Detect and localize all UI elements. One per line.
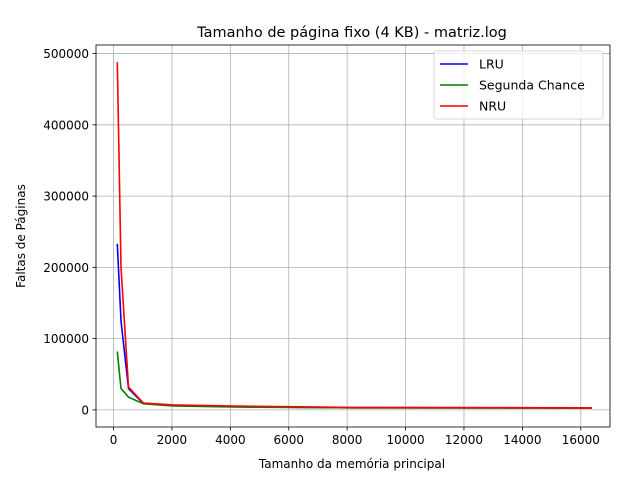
legend-label: Segunda Chance xyxy=(479,78,585,93)
x-tick-label: 2000 xyxy=(157,433,188,447)
y-tick-label: 300000 xyxy=(43,190,89,204)
legend-label: NRU xyxy=(479,99,506,114)
x-tick-label: 6000 xyxy=(273,433,304,447)
x-axis-label: Tamanho da memória principal xyxy=(258,457,445,471)
y-tick-label: 0 xyxy=(81,403,89,417)
chart-title: Tamanho de página fixo (4 KB) - matriz.l… xyxy=(196,25,507,41)
legend: LRU Segunda Chance NRU xyxy=(433,50,604,120)
y-tick-label: 400000 xyxy=(43,118,89,132)
x-tick-label: 12000 xyxy=(445,433,483,447)
plot-area-frame xyxy=(95,44,611,428)
y-tick-label: 500000 xyxy=(43,47,89,61)
series-line-nru xyxy=(116,62,593,409)
y-tick-label: 100000 xyxy=(43,332,89,346)
y-tick-label: 200000 xyxy=(43,261,89,275)
y-axis-label: Faltas de Páginas xyxy=(14,184,28,288)
data-series xyxy=(116,62,593,409)
x-tick-label: 4000 xyxy=(215,433,246,447)
x-tick-label: 16000 xyxy=(562,433,600,447)
legend-box xyxy=(433,50,604,120)
x-tick-label: 8000 xyxy=(332,433,363,447)
y-axis-ticks: 0 100000 200000 300000 400000 500000 xyxy=(43,47,96,417)
x-tick-label: 10000 xyxy=(386,433,424,447)
legend-label: LRU xyxy=(479,57,504,72)
x-axis-ticks: 0 2000 4000 6000 8000 10000 12000 14000 16000 xyxy=(110,427,600,447)
x-tick-label: 14000 xyxy=(503,433,541,447)
x-tick-label: 0 xyxy=(110,433,118,447)
